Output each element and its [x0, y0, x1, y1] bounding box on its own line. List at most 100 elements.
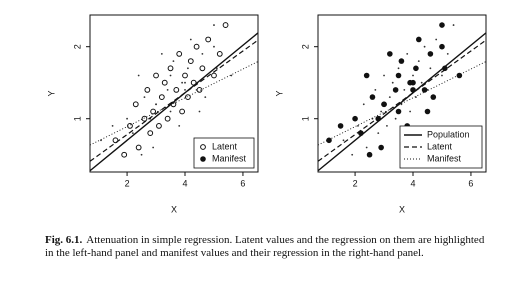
highlight-point: [392, 87, 399, 93]
point: [204, 96, 207, 99]
point: [137, 74, 140, 77]
highlight-point: [176, 50, 183, 57]
regression-line: [90, 32, 258, 172]
point: [403, 88, 406, 91]
point: [143, 96, 146, 99]
points: [90, 22, 258, 172]
highlight-point: [182, 72, 188, 79]
regression-line: [318, 61, 486, 146]
point: [111, 125, 114, 127]
x-tick-label: 6: [240, 178, 245, 188]
point: [362, 103, 365, 106]
highlight-point: [147, 130, 154, 137]
point: [187, 67, 189, 70]
highlight-point: [366, 151, 373, 158]
x-tick-label: 4: [410, 178, 415, 188]
point: [342, 139, 345, 142]
point: [140, 153, 143, 156]
highlight-point: [179, 108, 186, 115]
highlight-point: [387, 51, 393, 57]
highlight-point: [121, 151, 128, 158]
plot-frame: [89, 14, 259, 173]
point: [417, 60, 420, 62]
point: [391, 81, 394, 84]
highlight-point: [135, 144, 142, 151]
highlight-point: [337, 123, 344, 129]
point: [178, 125, 181, 127]
legend-label: Latent: [212, 141, 238, 151]
highlight-point: [439, 43, 445, 50]
point: [429, 67, 432, 70]
highlight-point: [430, 94, 437, 100]
regression-line: [318, 32, 486, 172]
point: [374, 88, 377, 91]
highlight-point: [326, 137, 332, 144]
point: [160, 52, 163, 55]
point: [383, 74, 385, 77]
point: [230, 74, 233, 77]
legend-label: Manifest: [427, 153, 462, 163]
legend-label: Latent: [427, 141, 453, 151]
point: [155, 103, 157, 106]
point: [213, 45, 215, 48]
x-tick-label: 2: [125, 178, 130, 188]
legend-marker: [200, 156, 206, 162]
point: [420, 81, 423, 84]
caption-text: Attenuation in simple regression. Latent…: [45, 234, 485, 259]
legend-box: [193, 137, 255, 169]
highlight-point: [141, 115, 148, 122]
point: [377, 132, 380, 135]
point: [184, 81, 186, 84]
panel: 2 4 6 1 2 X Y Population Latent Manifest: [274, 14, 487, 214]
y-tick-label: 2: [300, 44, 310, 49]
point: [195, 88, 198, 91]
point: [441, 74, 443, 77]
point: [446, 52, 449, 55]
figure: 2 4 6 1 2 X Y Latent Manifest 2 4 6 1 2 X Y Population La…: [46, 14, 487, 214]
legend-label: Population: [427, 129, 470, 139]
legend-label: Manifest: [212, 153, 247, 163]
highlight-point: [193, 43, 200, 50]
highlight-point: [407, 79, 413, 86]
highlight-point: [395, 72, 402, 79]
point: [169, 110, 172, 113]
highlight-point: [187, 58, 194, 64]
highlight-point: [421, 87, 428, 93]
highlight-point: [456, 72, 463, 79]
point: [131, 132, 134, 135]
point: [380, 110, 383, 113]
point: [412, 74, 414, 77]
point: [152, 146, 155, 149]
highlight-point: [222, 22, 229, 28]
highlight-point: [132, 101, 139, 108]
point: [198, 110, 201, 113]
highlight-point: [216, 50, 223, 57]
point: [394, 117, 397, 120]
point: [365, 146, 368, 149]
highlight-point: [427, 51, 434, 57]
highlight-point: [416, 36, 422, 43]
point: [435, 38, 438, 41]
highlight-point: [363, 72, 370, 79]
highlight-point: [381, 101, 387, 108]
highlight-point: [144, 86, 151, 93]
regression-line: [318, 39, 486, 162]
x-tick-label: 6: [468, 178, 473, 188]
x-axis-label: X: [171, 204, 177, 214]
point: [452, 24, 455, 26]
point: [166, 88, 169, 91]
y-tick-label: 1: [300, 116, 310, 121]
point: [351, 153, 354, 156]
point: [172, 60, 175, 62]
highlight-point: [158, 94, 165, 101]
point: [213, 24, 215, 26]
point: [181, 81, 184, 84]
point: [357, 125, 359, 127]
caption-label: Fig. 6.1.: [45, 234, 83, 246]
point: [386, 125, 388, 127]
highlight-point: [173, 86, 180, 93]
plot-frame: [317, 14, 487, 173]
point: [423, 45, 426, 48]
highlight-point: [439, 22, 445, 28]
